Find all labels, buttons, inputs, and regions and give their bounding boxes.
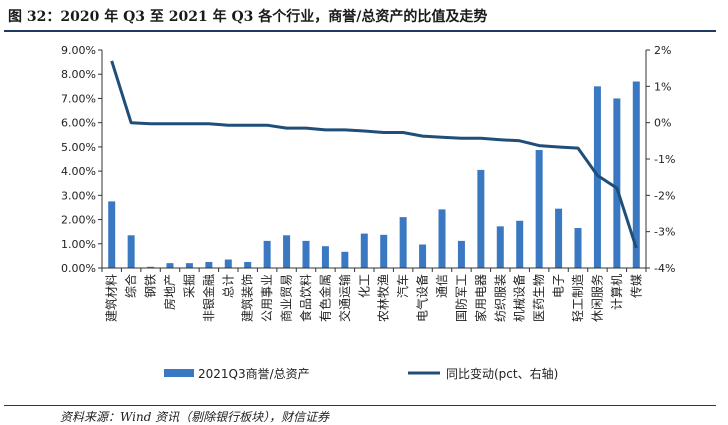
category-label: 综合 [123,274,138,298]
category-label: 纺织服装 [493,274,507,322]
bar-9 [263,240,271,268]
category-label: 化工 [357,274,371,298]
bar-4 [166,263,174,268]
category-label: 医药生物 [532,274,546,322]
bar-24 [555,208,563,268]
left-tick-label: 5.00% [61,141,96,154]
bar-28 [632,81,640,268]
category-label: 公用事业 [260,274,274,322]
category-label: 休闲服务 [589,274,604,322]
right-tick-label: -3% [654,226,675,239]
legend-bar-label: 2021Q3商誉/总资产 [198,366,310,381]
category-label: 建筑装饰 [240,274,255,322]
left-tick-label: 4.00% [61,165,96,178]
category-label: 建筑材料 [104,274,119,322]
category-label: 非银金融 [201,274,216,322]
left-tick-label: 6.00% [61,117,96,130]
left-tick-label: 3.00% [61,189,96,202]
left-tick-label: 2.00% [61,214,96,227]
bar-12 [321,246,329,268]
bar-2 [127,235,135,268]
category-label: 计算机 [609,274,624,310]
bar-25 [574,228,582,268]
bar-20 [477,169,485,268]
bar-7 [224,259,232,268]
bar-18 [438,209,446,268]
bar-8 [244,261,252,268]
bar-15 [380,234,388,268]
category-label: 电气设备 [415,274,430,322]
category-label: 食品饮料 [298,274,313,322]
bar-13 [341,251,349,268]
left-tick-label: 8.00% [61,68,96,81]
bar-19 [457,240,465,268]
bar-14 [360,233,368,268]
bar-10 [283,235,291,268]
bar-16 [399,217,407,268]
right-tick-label: 1% [654,80,671,93]
category-label: 交通运输 [337,274,352,322]
bar-6 [205,261,213,268]
category-label: 机械设备 [512,274,527,322]
right-tick-label: -1% [654,153,675,166]
category-label: 国防军工 [453,274,468,322]
bar-21 [496,226,504,268]
bar-3 [147,266,155,268]
category-label: 汽车 [395,274,410,298]
legend-line-label: 同比变动(pct、右轴) [446,366,558,381]
bar-17 [419,244,427,268]
left-tick-label: 1.00% [61,238,96,251]
category-label: 房地产 [162,274,177,310]
bar-23 [535,150,543,268]
source-note: 资料来源：Wind 资讯（剔除银行板块），财信证券 [60,410,330,424]
category-label: 有色金属 [317,274,332,322]
category-label: 商业贸易 [279,274,294,322]
category-label: 总计 [221,274,235,298]
category-label: 家用电器 [473,274,488,322]
category-label: 采掘 [181,274,196,298]
yoy-change-line [110,60,638,249]
footer-rule [4,405,716,406]
left-tick-label: 9.00% [61,44,96,57]
category-label: 通信 [435,274,449,298]
legend-bar-swatch [164,369,194,377]
category-label: 传媒 [628,274,643,298]
category-label: 钢铁 [144,274,158,298]
bar-5 [185,263,193,268]
bar-27 [613,98,621,268]
left-tick-label: 7.00% [61,92,96,105]
right-tick-label: 0% [654,117,671,130]
right-tick-label: 2% [654,44,671,57]
chart-title: 图 32：2020 年 Q3 至 2021 年 Q3 各个行业，商誉/总资产的比… [8,9,488,25]
right-tick-label: -4% [654,262,675,275]
bar-1 [108,201,116,268]
left-tick-label: 0.00% [61,262,96,275]
category-label: 电子 [552,274,566,298]
category-label: 轻工制造 [571,274,585,322]
right-tick-label: -2% [654,189,675,202]
bar-11 [302,240,310,268]
bar-22 [516,220,524,268]
title-underline [4,30,716,32]
category-label: 农林牧渔 [377,274,391,322]
